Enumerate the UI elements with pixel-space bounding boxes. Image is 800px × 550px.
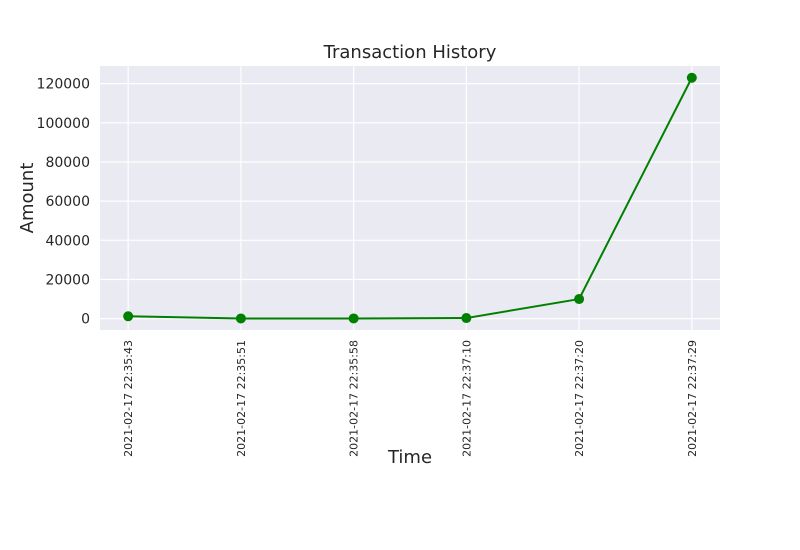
y-tick-label: 80000 [45, 155, 90, 171]
y-tick-label: 120000 [37, 77, 90, 93]
x-tick-label: 2021-02-17 22:37:20 [573, 340, 586, 457]
data-point [461, 313, 472, 324]
x-axis-ticks: 2021-02-17 22:35:43 2021-02-17 22:35:51 20… [122, 340, 699, 457]
data-point [686, 72, 697, 83]
y-axis-label: Amount [17, 163, 38, 234]
y-tick-label: 20000 [45, 272, 90, 288]
data-point [348, 313, 359, 324]
plot-area [100, 66, 720, 330]
y-tick-label: 0 [81, 312, 90, 328]
grid-lines [100, 66, 720, 330]
y-axis-ticks: 0 20000 40000 60000 80000 100000 120000 [37, 77, 90, 328]
x-tick-label: 2021-02-17 22:37:29 [686, 340, 699, 457]
x-tick-label: 2021-02-17 22:35:51 [235, 340, 248, 457]
data-series [123, 72, 697, 324]
x-tick-label: 2021-02-17 22:37:10 [460, 340, 473, 457]
y-tick-label: 40000 [45, 233, 90, 249]
data-point [235, 313, 246, 324]
series-line [128, 77, 693, 320]
chart-title: Transaction History [323, 42, 497, 63]
data-point [123, 311, 134, 322]
x-tick-label: 2021-02-17 22:35:43 [122, 340, 135, 457]
x-axis-label: Time [387, 447, 432, 468]
y-tick-label: 100000 [37, 116, 90, 132]
x-tick-label: 2021-02-17 22:35:58 [348, 340, 361, 457]
data-point [574, 294, 585, 305]
y-tick-label: 60000 [45, 194, 90, 210]
